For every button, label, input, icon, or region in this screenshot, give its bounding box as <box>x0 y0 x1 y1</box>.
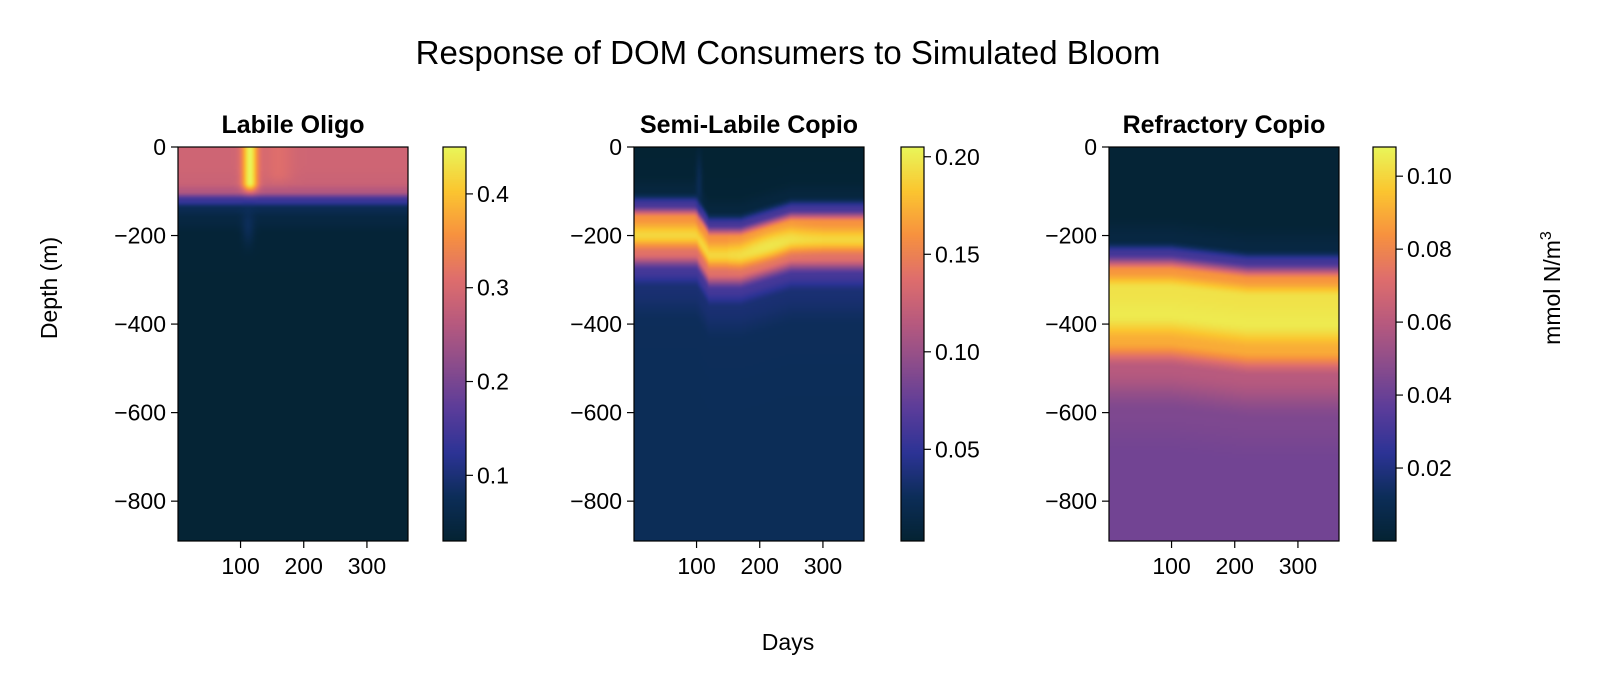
y-tick-label: −600 <box>114 400 166 426</box>
x-tick-label: 100 <box>1152 553 1190 579</box>
colorbar-tick-label: 0.15 <box>935 241 980 267</box>
x-tick-label: 200 <box>1216 553 1254 579</box>
heatmap-image <box>1109 147 1339 541</box>
plot-frame <box>633 146 865 542</box>
colorbar-tick-label: 0.06 <box>1407 309 1452 335</box>
panel-2: Semi-Labile Copio 100 200 300 0 −200 −400 −600 −… <box>570 111 980 579</box>
colorbar-tick-label: 0.02 <box>1407 455 1452 481</box>
panels: Labile Oligo 100 200 300 0 −200 −400 −600 −800 0.… <box>114 111 1452 579</box>
plot-frame <box>1108 146 1340 542</box>
y-tick-label: −600 <box>1045 400 1097 426</box>
x-tick-label: 200 <box>285 553 323 579</box>
colorbar-tick-label: 0.1 <box>477 462 509 488</box>
colorbar-tick-label: 0.4 <box>477 181 509 207</box>
y-tick-label: −200 <box>114 223 166 249</box>
chart-title: Response of DOM Consumers to Simulated B… <box>416 34 1161 71</box>
panel-3: Refractory Copio 100 200 300 0 −200 −400 −600 −8… <box>1045 111 1452 579</box>
colorbar-unit-text: mmol N/m <box>1539 240 1565 345</box>
colorbar-unit-superscript: 3 <box>1538 231 1555 240</box>
x-tick-label: 100 <box>221 553 259 579</box>
y-tick-label: −200 <box>570 223 622 249</box>
y-tick-label: −800 <box>1045 488 1097 514</box>
y-tick-label: −400 <box>1045 311 1097 337</box>
colorbar-frame <box>442 146 467 542</box>
y-tick-label: −200 <box>1045 223 1097 249</box>
y-tick-label: 0 <box>1084 134 1097 160</box>
colorbar-frame <box>900 146 925 542</box>
colorbar-tick-label: 0.04 <box>1407 382 1452 408</box>
colorbar-tick-label: 0.05 <box>935 436 980 462</box>
x-tick-label: 300 <box>804 553 842 579</box>
colorbar-image <box>901 147 924 541</box>
colorbar-tick-label: 0.10 <box>1407 163 1452 189</box>
colorbar-tick-label: 0.08 <box>1407 236 1452 262</box>
colorbar-image <box>443 147 466 541</box>
colorbar-frame <box>1372 146 1397 542</box>
heatmap-image <box>178 147 408 541</box>
x-tick-label: 100 <box>677 553 715 579</box>
y-tick-label: −400 <box>114 311 166 337</box>
y-tick-label: −400 <box>570 311 622 337</box>
plot-frame <box>177 146 409 542</box>
colorbar-tick-label: 0.3 <box>477 275 509 301</box>
x-tick-label: 300 <box>348 553 386 579</box>
y-tick-label: 0 <box>609 134 622 160</box>
y-tick-label: −600 <box>570 400 622 426</box>
colorbar-unit-label: mmol N/m3 <box>1538 231 1565 345</box>
y-tick-label: −800 <box>570 488 622 514</box>
colorbar-tick-label: 0.20 <box>935 144 980 170</box>
y-axis-label: Depth (m) <box>36 237 62 339</box>
panel-title: Labile Oligo <box>221 111 364 139</box>
y-tick-label: 0 <box>153 134 166 160</box>
heatmap-image <box>634 147 864 541</box>
colorbar-tick-label: 0.10 <box>935 339 980 365</box>
y-tick-label: −800 <box>114 488 166 514</box>
panel-title: Semi-Labile Copio <box>640 111 858 139</box>
panel-1: Labile Oligo 100 200 300 0 −200 −400 −600 −800 0.… <box>114 111 509 579</box>
x-tick-label: 200 <box>741 553 779 579</box>
panel-title: Refractory Copio <box>1123 111 1326 139</box>
colorbar-tick-label: 0.2 <box>477 369 509 395</box>
x-tick-label: 300 <box>1279 553 1317 579</box>
x-axis-label: Days <box>762 629 814 655</box>
colorbar-image <box>1373 147 1396 541</box>
